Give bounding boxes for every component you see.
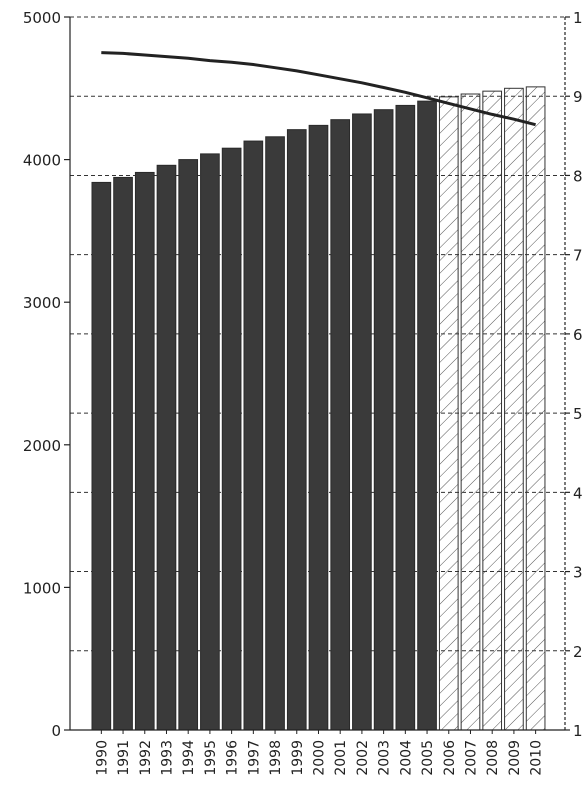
bar [308,124,329,731]
x-tick-label: 2001 [333,740,349,776]
bar-projected [504,87,524,731]
x-tick-label: 2004 [398,740,414,776]
bar [265,136,285,731]
y2-tick-label: 6 [573,326,583,344]
y2-tick-label: 7 [573,247,583,265]
x-tick-label: 1998 [268,740,284,776]
bar [395,104,416,731]
y-tick-labels: 0 1000 2000 3000 4000 5000 [23,9,61,740]
bar [113,176,133,731]
x-tick-label: 1990 [94,740,110,776]
bar [200,153,220,731]
y2-tick-label: 3 [573,564,583,582]
bar-projected [460,93,481,731]
bar-projected [482,90,503,731]
x-tick-label: 1995 [203,740,219,776]
bar [286,129,307,731]
y-tick-label: 2000 [23,437,61,455]
bar [330,119,351,731]
y2-tick-label: 9 [573,88,583,106]
y-tick-label: 4000 [23,152,61,170]
x-tick-label: 1996 [225,740,241,776]
x-tick-label: 1997 [246,740,262,776]
x-tick-label: 1993 [159,740,175,776]
y2-tick-label: 8 [573,167,583,185]
x-tick-label: 2002 [355,740,371,776]
x-tick-label: 1991 [116,740,132,776]
x-tick-label: 2003 [377,740,393,776]
x-tick-label: 2005 [420,740,436,776]
y2-tick-label: 1 [573,9,583,27]
bar [134,171,155,731]
y2-tick-label: 4 [573,484,583,502]
x-tick-label: 2008 [485,740,501,776]
bar [243,140,264,731]
bar [178,159,199,731]
y-tick-label: 3000 [23,294,61,312]
y-tick-label: 1000 [23,579,61,597]
y-tick-label: 5000 [23,9,61,27]
bars [91,86,546,731]
x-tick-labels: 1990 1991 1992 1993 1994 1995 1996 1997 1998 1999… [94,740,544,776]
x-tick-label: 1999 [290,740,306,776]
y2-tick-label: 5 [573,405,583,423]
x-tick-label: 1992 [138,740,154,776]
x-tick-label: 2009 [507,740,523,776]
y-tick-label: 0 [51,722,61,740]
bar-projected [525,86,546,731]
series-line [101,51,536,127]
bar-projected [438,96,459,731]
bar [417,100,437,731]
bar [352,113,372,731]
x-tick-label: 2007 [463,740,479,776]
x-tick-label: 2006 [442,740,458,776]
x-tick-label: 2010 [529,740,545,776]
x-tick-label: 2000 [311,740,327,776]
bar [221,147,242,731]
bar [373,109,394,731]
x-tick-label: 1994 [181,740,197,776]
bar [156,164,177,731]
bar [91,181,112,731]
y2-tick-label: 2 [573,643,583,661]
y2-tick-label: 1 [573,722,583,740]
axes [64,16,570,734]
y2-tick-labels: 1 2 3 4 5 6 7 8 9 1 [573,9,583,740]
